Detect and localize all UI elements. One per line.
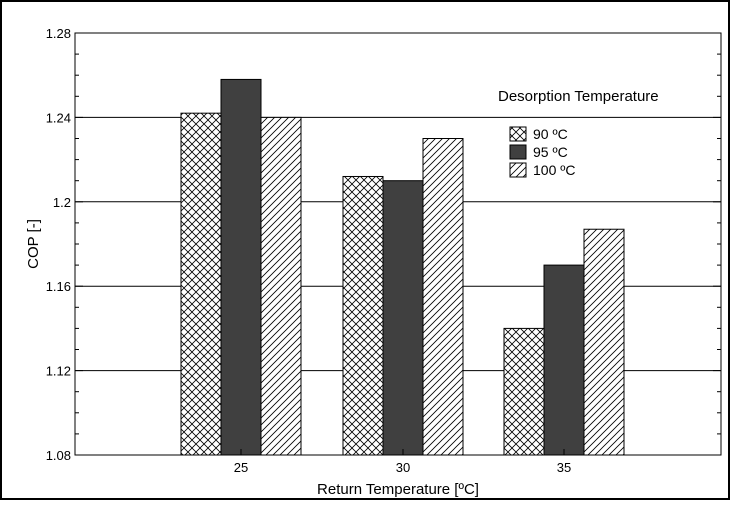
legend-label: 90 ºC	[533, 126, 568, 142]
x-tick-label: 30	[396, 460, 410, 475]
bars	[180, 78, 625, 456]
axes: 1.08 1.12 1.16 1.2 1.24 1.28 25 30 35	[46, 26, 721, 475]
bar-30-series-3	[422, 138, 464, 456]
y-tick-label: 1.2	[53, 195, 71, 210]
x-tick-label: 25	[234, 460, 248, 475]
legend-swatch	[509, 162, 527, 178]
legend: Desorption Temperature 90 ºC 95 ºC 100 ºC	[498, 88, 659, 178]
bar-35-series-2	[543, 264, 585, 456]
legend-label: 100 ºC	[533, 162, 575, 178]
legend-swatch	[509, 144, 527, 160]
legend-items: 90 ºC 95 ºC 100 ºC	[509, 126, 575, 178]
bar-30-series-1	[342, 175, 384, 456]
bar-25-series-2	[220, 78, 262, 456]
x-tick-label: 35	[557, 460, 571, 475]
bar-30-series-2	[382, 180, 424, 456]
legend-swatch	[509, 126, 527, 142]
bar-35-series-3	[583, 228, 625, 456]
bar-25-series-3	[260, 116, 302, 456]
bar-25-series-1	[180, 112, 222, 456]
legend-label: 95 ºC	[533, 144, 568, 160]
y-tick-label: 1.24	[46, 110, 71, 125]
y-tick-label: 1.28	[46, 26, 71, 41]
bar-35-series-1	[503, 327, 545, 456]
y-axis-label: COP [-]	[25, 219, 42, 269]
y-tick-label: 1.08	[46, 448, 71, 463]
x-axis-label: Return Temperature [ºC]	[317, 481, 479, 498]
y-tick-label: 1.12	[46, 364, 71, 379]
y-tick-label: 1.16	[46, 279, 71, 294]
legend-title: Desorption Temperature	[498, 88, 659, 105]
